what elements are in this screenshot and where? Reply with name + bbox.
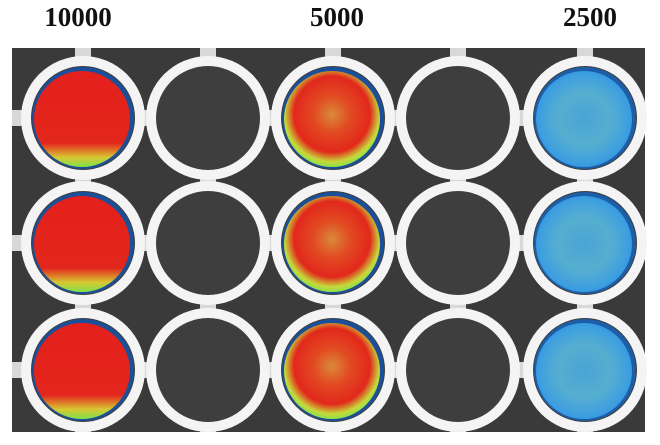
column-label: 2500 — [563, 2, 617, 32]
well-inner — [156, 66, 260, 170]
column-label: 5000 — [310, 2, 364, 32]
well-signal — [284, 196, 380, 292]
well-signal — [34, 71, 130, 167]
well-signal — [536, 71, 632, 167]
well-signal — [34, 323, 130, 419]
well-inner — [156, 318, 260, 422]
well-signal — [284, 323, 380, 419]
well-signal — [536, 323, 632, 419]
well-signal — [536, 196, 632, 292]
well-inner — [156, 191, 260, 295]
well-inner — [406, 191, 510, 295]
wells — [12, 48, 647, 432]
well-inner — [406, 66, 510, 170]
well-signal — [284, 71, 380, 167]
well-inner — [406, 318, 510, 422]
well-signal — [34, 196, 130, 292]
column-label: 10000 — [44, 2, 112, 32]
